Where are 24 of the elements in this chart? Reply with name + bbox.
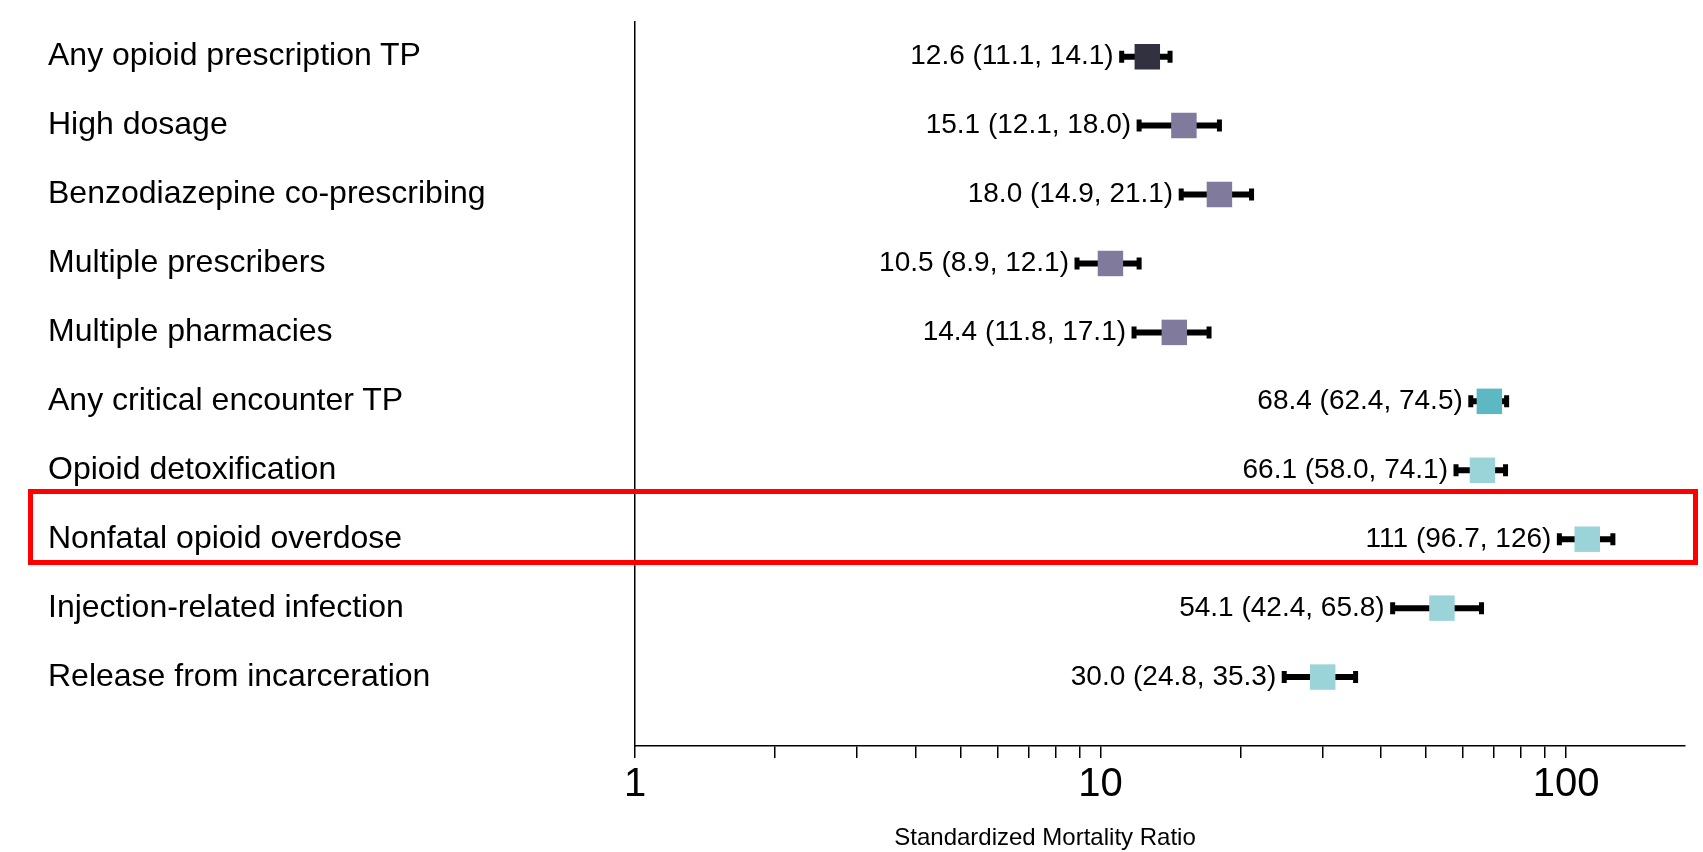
y-tick-label: Multiple prescribers xyxy=(48,243,326,280)
data-label: 111 (96.7, 126) xyxy=(1365,521,1552,553)
x-tick-label: 10 xyxy=(1078,760,1123,805)
y-tick-label: Opioid detoxification xyxy=(48,450,337,487)
y-tick-label: Release from incarceration xyxy=(48,656,431,693)
data-label: 30.0 (24.8, 35.3) xyxy=(1070,659,1277,691)
data-label: 54.1 (42.4, 65.8) xyxy=(1179,590,1385,622)
y-tick-label: Nonfatal opioid overdose xyxy=(48,519,403,556)
data-label: 68.4 (62.4, 74.5) xyxy=(1257,384,1463,416)
y-tick-label: Any critical encounter TP xyxy=(48,381,404,418)
x-axis-title: Standardized Mortality Ratio xyxy=(894,822,1196,850)
y-tick-label: Injection-related infection xyxy=(48,587,404,624)
data-label: 14.4 (11.8, 17.1) xyxy=(922,315,1127,347)
data-label: 15.1 (12.1, 18.0) xyxy=(925,108,1132,140)
y-tick-label: Multiple pharmacies xyxy=(48,312,333,349)
y-tick-label: High dosage xyxy=(48,105,228,142)
y-tick-label: Any opioid prescription TP xyxy=(48,36,421,73)
y-tick-label: Benzodiazepine co-prescribing xyxy=(48,174,486,211)
data-label: 66.1 (58.0, 74.1) xyxy=(1242,452,1449,484)
x-tick-label: 1 xyxy=(623,760,647,805)
data-label: 12.6 (11.1, 14.1) xyxy=(910,39,1114,71)
data-label: 10.5 (8.9, 12.1) xyxy=(879,246,1070,278)
data-label: 18.0 (14.9, 21.1) xyxy=(967,177,1174,209)
x-tick-label: 100 xyxy=(1532,760,1600,805)
